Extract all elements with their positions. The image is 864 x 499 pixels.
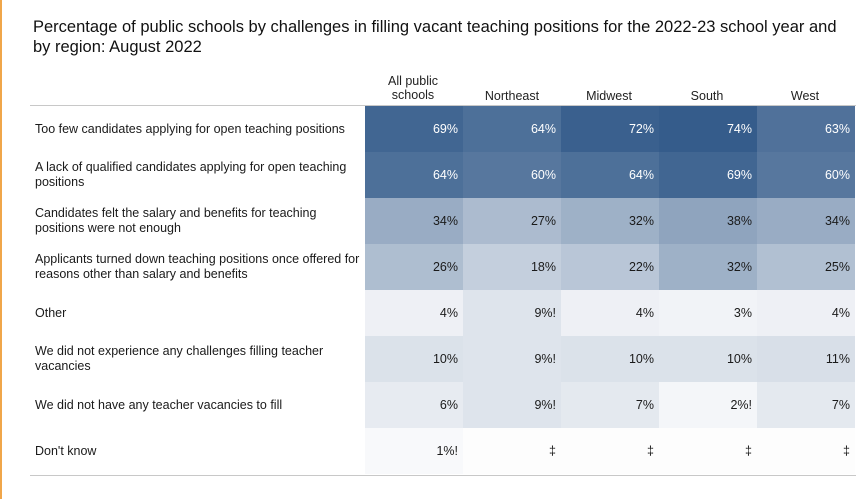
heatmap-cell: 10% [365,336,463,382]
heatmap-cell: 4% [365,290,463,336]
heatmap-cell: ‡ [659,428,757,474]
heatmap-cell: 38% [659,198,757,244]
heatmap-cell: 9%! [463,336,561,382]
heatmap-cell: 9%! [463,290,561,336]
heatmap-cell: 22% [561,244,659,290]
heatmap-cell: 1%! [365,428,463,474]
heatmap-cell: 10% [561,336,659,382]
heatmap-cell: ‡ [561,428,659,474]
heatmap-cell: 32% [659,244,757,290]
heatmap-cell: 9%! [463,382,561,428]
heatmap-cell: 72% [561,106,659,152]
heatmap-cell: 34% [757,198,855,244]
column-header-0: All public schools [387,74,439,102]
heatmap-cell: 60% [757,152,855,198]
row-label: We did not have any teacher vacancies to… [35,397,283,412]
heatmap-cell: 25% [757,244,855,290]
heatmap-cell: 27% [463,198,561,244]
chart-title: Percentage of public schools by challeng… [33,18,837,56]
heatmap-cell: 7% [757,382,855,428]
column-header-2: Midwest [586,89,632,103]
heatmap-cell: 6% [365,382,463,428]
row-label: A lack of qualified candidates applying … [35,160,347,189]
heatmap-cell: 64% [561,152,659,198]
row-label: We did not experience any challenges fil… [35,344,324,373]
heatmap-cell: 7% [561,382,659,428]
heatmap-cell: 4% [757,290,855,336]
row-label: Don't know [35,443,97,458]
heatmap-cell: ‡ [757,428,855,474]
heatmap-cell: 32% [561,198,659,244]
row-label: Candidates felt the salary and benefits … [35,206,317,235]
heatmap-cell: 63% [757,106,855,152]
heatmap-cell: 4% [561,290,659,336]
row-label: Too few candidates applying for open tea… [35,121,345,136]
column-header-3: South [690,89,724,103]
heatmap-cell: 69% [659,152,757,198]
heatmap-cell: 34% [365,198,463,244]
heatmap-cell: 64% [365,152,463,198]
heatmap-cell: 64% [463,106,561,152]
heatmap-cell: 60% [463,152,561,198]
heatmap-cell: 2%! [659,382,757,428]
heatmap-cell: 10% [659,336,757,382]
heatmap-cell: 69% [365,106,463,152]
left-accent-bar [0,0,2,499]
bottom-divider [30,475,856,476]
heatmap-cell: 26% [365,244,463,290]
heatmap-cell: 3% [659,290,757,336]
row-label: Other [35,305,67,320]
heatmap-cell: 18% [463,244,561,290]
column-header-1: Northeast [484,89,540,103]
heatmap-cell: 74% [659,106,757,152]
header-divider [30,105,856,106]
row-label: Applicants turned down teaching position… [35,252,360,281]
heatmap-cell: ‡ [463,428,561,474]
heatmap-cell: 11% [757,336,855,382]
column-header-4: West [790,89,820,103]
